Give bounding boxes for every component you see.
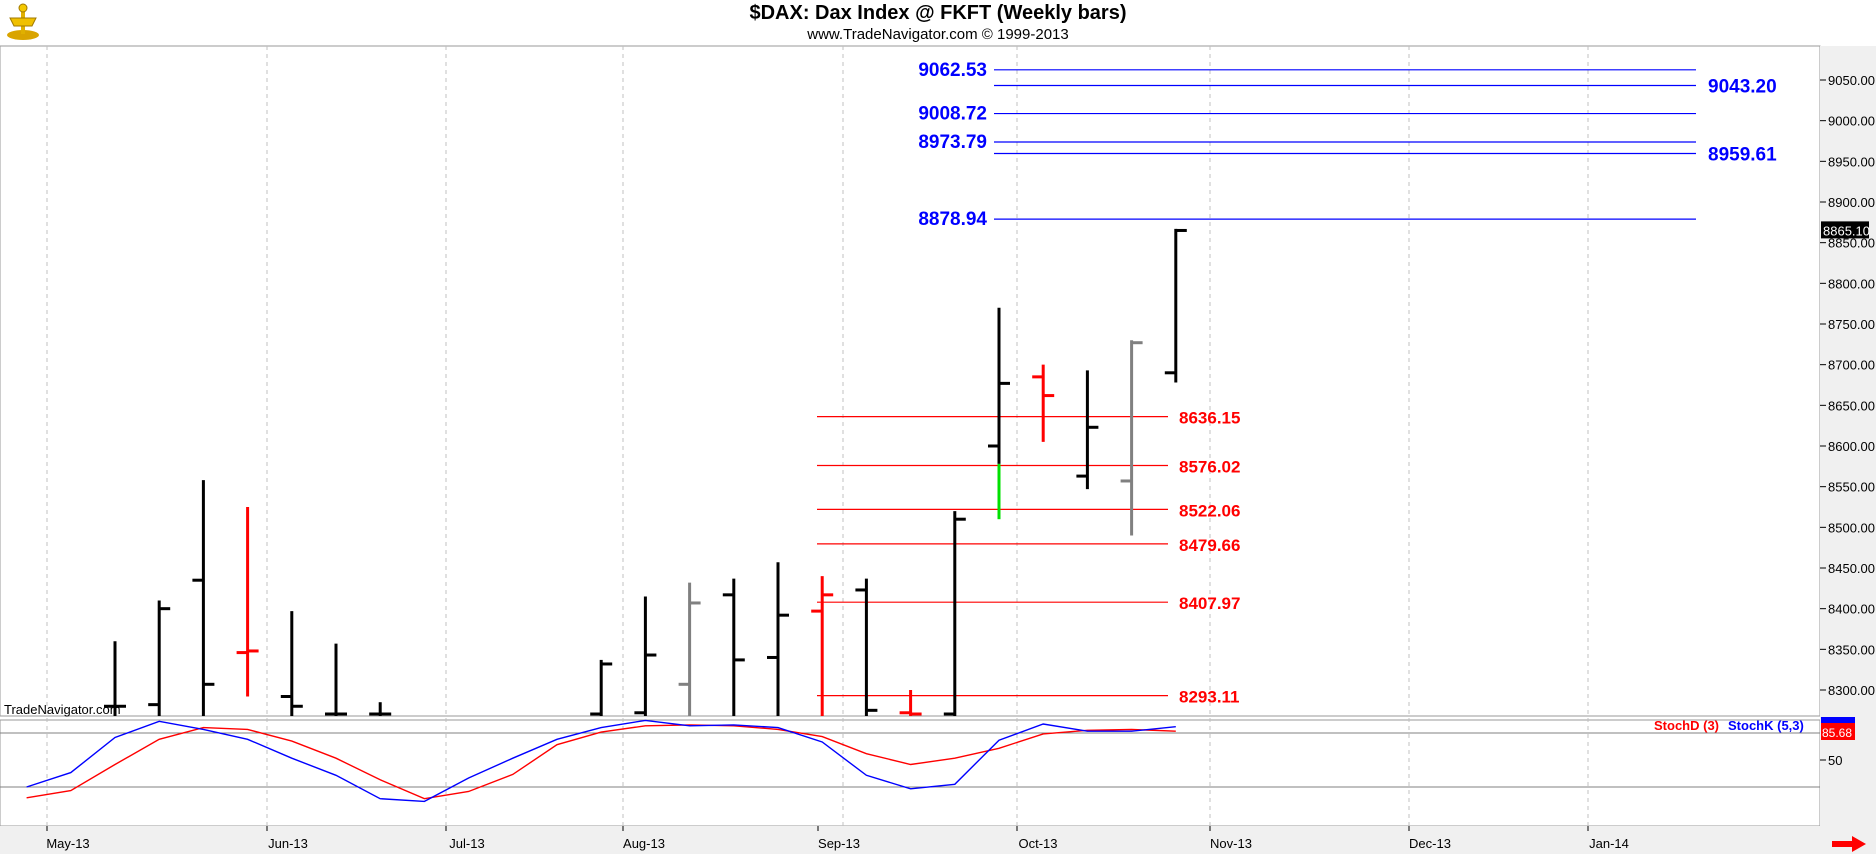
resistance-label: 9062.53 bbox=[918, 60, 987, 81]
price-tick-label: 8600.00 bbox=[1828, 439, 1875, 454]
support-label: 8479.66 bbox=[1179, 536, 1240, 555]
indicator-tick-label: 50 bbox=[1828, 753, 1842, 768]
chart-title: $DAX: Dax Index @ FKFT (Weekly bars) bbox=[749, 2, 1127, 24]
x-tick-label: Dec-13 bbox=[1409, 836, 1451, 851]
last-price-box bbox=[1821, 221, 1869, 239]
price-bar bbox=[236, 507, 259, 697]
support-label: 8293.11 bbox=[1179, 688, 1240, 707]
x-tick-label: Jan-14 bbox=[1589, 836, 1629, 851]
x-tick-label: Aug-13 bbox=[623, 836, 665, 851]
price-tick-label: 8350.00 bbox=[1828, 642, 1875, 657]
price-tick-label: 9050.00 bbox=[1828, 73, 1875, 88]
price-bar bbox=[811, 576, 834, 716]
x-tick-label: Oct-13 bbox=[1018, 836, 1057, 851]
watermark-label: TradeNavigator.com bbox=[4, 702, 121, 717]
price-bar bbox=[899, 690, 922, 716]
support-label: 8522.06 bbox=[1179, 501, 1240, 520]
price-bar bbox=[767, 562, 789, 716]
last-price-label: 8865.10 bbox=[1823, 223, 1870, 238]
price-tick-label: 8550.00 bbox=[1828, 480, 1875, 495]
price-bar bbox=[369, 702, 392, 716]
price-bar bbox=[1032, 364, 1055, 442]
price-tick-label: 8800.00 bbox=[1828, 276, 1875, 291]
price-tick-label: 8650.00 bbox=[1828, 398, 1875, 413]
stochk-line bbox=[26, 719, 1176, 803]
x-tick-label: Jun-13 bbox=[268, 836, 308, 851]
indicator-last-value-box bbox=[1821, 722, 1855, 740]
price-bar bbox=[325, 643, 347, 716]
price-bar bbox=[988, 307, 1010, 520]
price-bar bbox=[678, 582, 701, 716]
stochd-line bbox=[26, 724, 1176, 800]
price-bar bbox=[1164, 228, 1187, 383]
price-bar bbox=[104, 641, 126, 716]
price-bar bbox=[943, 511, 966, 716]
price-panel bbox=[0, 45, 1821, 717]
price-bar bbox=[590, 659, 613, 716]
indicator-last-value-label: 85.68 bbox=[1822, 726, 1852, 740]
price-tick-label: 8850.00 bbox=[1828, 236, 1875, 251]
resistance-label: 8878.94 bbox=[918, 209, 987, 230]
support-label: 8576.02 bbox=[1179, 458, 1240, 477]
resistance-label: 9008.72 bbox=[918, 104, 987, 125]
x-tick-label: Sep-13 bbox=[818, 836, 860, 851]
stochk-legend: StochK (5,3) bbox=[1728, 718, 1804, 733]
x-tick-label: Jul-13 bbox=[449, 836, 484, 851]
price-tick-label: 8900.00 bbox=[1828, 195, 1875, 210]
price-bar bbox=[192, 480, 215, 716]
price-tick-label: 8400.00 bbox=[1828, 602, 1875, 617]
chart-subtitle: www.TradeNavigator.com © 1999-2013 bbox=[807, 26, 1069, 43]
price-tick-label: 9000.00 bbox=[1828, 114, 1875, 129]
price-tick-label: 8300.00 bbox=[1828, 683, 1875, 698]
bottom-axis-panel bbox=[0, 826, 1820, 854]
tradenavigator-logo-icon bbox=[7, 3, 39, 40]
chart-header: $DAX: Dax Index @ FKFT (Weekly bars) www… bbox=[0, 0, 1876, 46]
x-tick-label: Nov-13 bbox=[1210, 836, 1252, 851]
price-tick-label: 8950.00 bbox=[1828, 154, 1875, 169]
price-tick-label: 8750.00 bbox=[1828, 317, 1875, 332]
price-bar bbox=[855, 578, 878, 716]
price-bar bbox=[1076, 370, 1099, 490]
price-bar bbox=[148, 600, 171, 716]
price-bar bbox=[280, 611, 303, 716]
price-tick-label: 8500.00 bbox=[1828, 520, 1875, 535]
stochd-legend: StochD (3) bbox=[1654, 718, 1719, 733]
indicator-last-value-box-top bbox=[1821, 717, 1855, 723]
support-label: 8636.15 bbox=[1179, 409, 1240, 428]
resistance-label: 8973.79 bbox=[918, 132, 987, 153]
scroll-right-arrow-icon[interactable] bbox=[1832, 836, 1866, 852]
x-tick-label: May-13 bbox=[46, 836, 89, 851]
resistance-label: 8959.61 bbox=[1708, 145, 1777, 166]
price-tick-label: 8450.00 bbox=[1828, 561, 1875, 576]
price-bar bbox=[1120, 340, 1143, 536]
price-tick-label: 8700.00 bbox=[1828, 358, 1875, 373]
support-label: 8407.97 bbox=[1179, 594, 1240, 613]
resistance-label: 9043.20 bbox=[1708, 77, 1777, 98]
price-bar bbox=[722, 578, 745, 716]
price-bar bbox=[634, 596, 657, 716]
indicator-panel bbox=[0, 719, 1821, 827]
